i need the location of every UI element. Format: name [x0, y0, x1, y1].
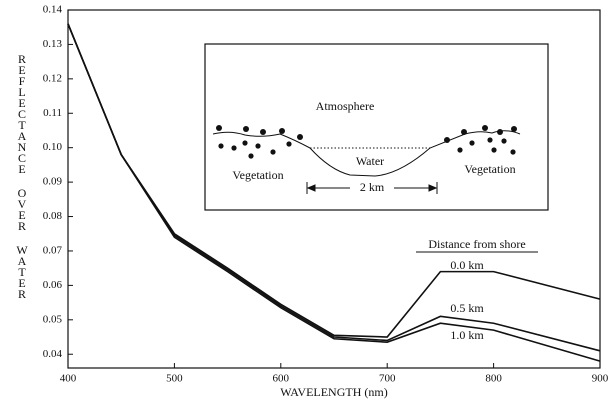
y-tick-label: 0.08 — [43, 210, 63, 222]
y-tick-label: 0.10 — [43, 141, 63, 153]
x-tick-label: 500 — [166, 373, 183, 385]
annotation: Water — [356, 154, 384, 168]
trees-right — [444, 125, 517, 155]
inset-frame — [204, 43, 549, 211]
annotation: Atmosphere — [316, 99, 375, 113]
series-label: 1.0 km — [450, 328, 484, 342]
y-tick-label: 0.06 — [43, 279, 63, 291]
x-tick-label: 800 — [485, 373, 502, 385]
y-tick-label: 0.07 — [43, 244, 63, 256]
series-line — [67, 23, 601, 362]
y-tick-label: 0.05 — [43, 313, 63, 325]
annotation: Vegetation — [232, 168, 283, 182]
x-tick-label: 400 — [60, 373, 77, 385]
series-label: 0.0 km — [450, 258, 484, 272]
y-tick-label: 0.09 — [43, 176, 63, 188]
inset-diagram: Atmosphere Water Vegetation Vegetation 2… — [204, 43, 549, 211]
x-tick-label: 900 — [592, 373, 609, 385]
y-tick-label: 0.12 — [43, 72, 62, 84]
terrain-line — [212, 130, 521, 177]
scale-arrow — [306, 182, 438, 194]
annotation: 2 km — [360, 180, 385, 194]
x-axis-label: WAVELENGTH (nm) — [280, 385, 387, 399]
series-label: 0.5 km — [450, 301, 484, 315]
annotation: Vegetation — [464, 162, 515, 176]
y-tick-label: 0.14 — [43, 4, 63, 16]
y-tick-label: 0.13 — [43, 38, 63, 50]
plot-frame — [67, 9, 601, 369]
x-tick-label: 600 — [273, 373, 290, 385]
trees-left — [216, 125, 303, 159]
legend-title: Distance from shore — [428, 237, 525, 251]
x-tick-label: 700 — [379, 373, 396, 385]
y-tick-label: 0.11 — [43, 107, 62, 119]
y-tick-label: 0.04 — [43, 348, 63, 360]
